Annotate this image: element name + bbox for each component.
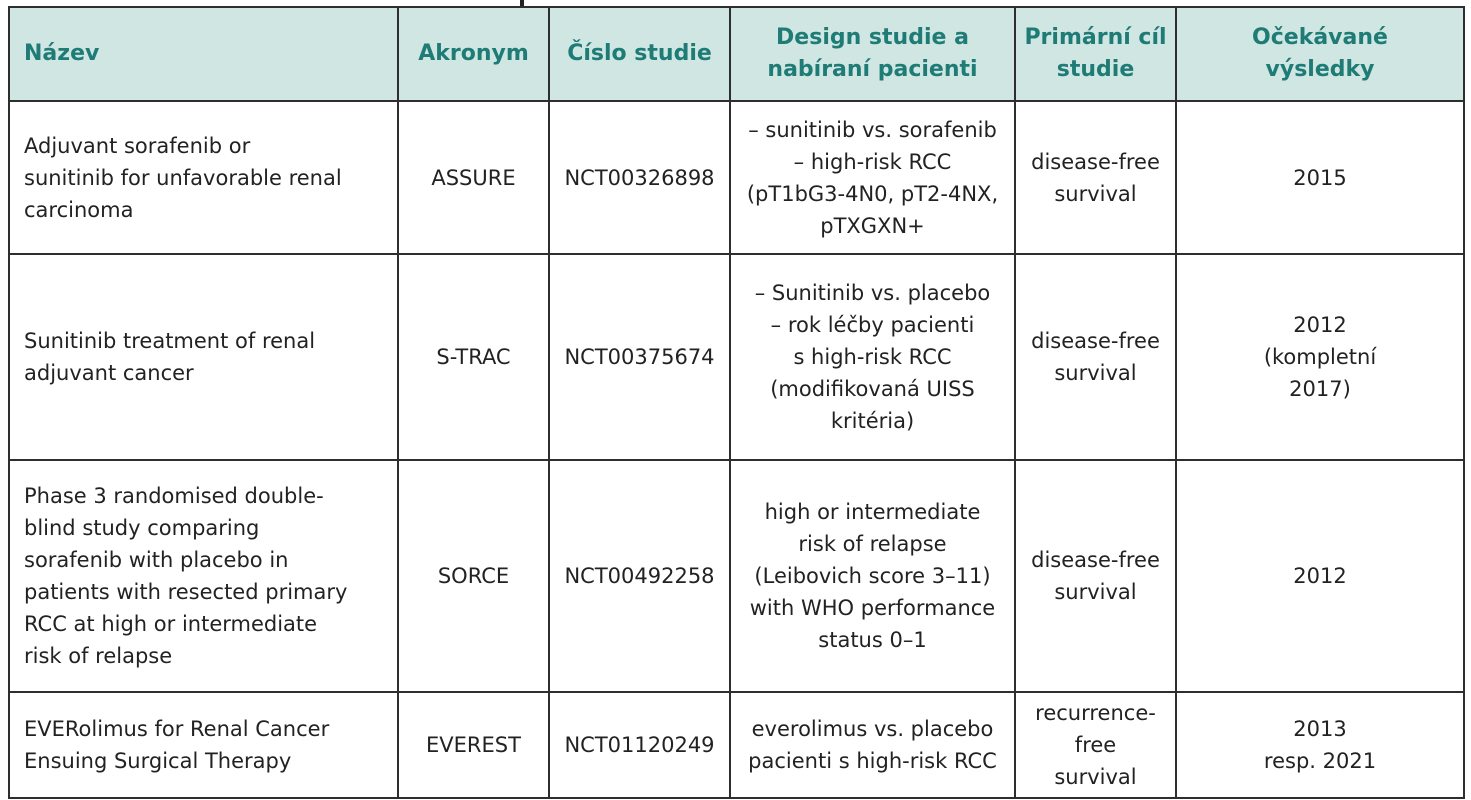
cell-endpoint: disease-free survival <box>1014 253 1177 461</box>
clinical-trials-table: Název Akronym Číslo studie Design studie… <box>8 6 1465 799</box>
cell-design: – sunitinib vs. sorafenib – high-risk RC… <box>729 100 1016 255</box>
cell-name: Sunitinib treatment of renal adjuvant ca… <box>8 253 399 461</box>
header-row: Název Akronym Číslo studie Design studie… <box>8 6 1465 102</box>
cell-design: – Sunitinib vs. placebo – rok léčby paci… <box>729 253 1016 461</box>
cell-results: 2015 <box>1175 100 1465 255</box>
cell-results: 2013 resp. 2021 <box>1175 691 1465 799</box>
header-nazev: Název <box>8 6 399 102</box>
cell-acronym: SORCE <box>397 459 550 693</box>
cell-acronym: S-TRAC <box>397 253 550 461</box>
cell-study-number: NCT01120249 <box>548 691 731 799</box>
cell-name: Phase 3 randomised double- blind study c… <box>8 459 399 693</box>
cell-study-number: NCT00375674 <box>548 253 731 461</box>
cell-results: 2012 (kompletní 2017) <box>1175 253 1465 461</box>
table-row: Sunitinib treatment of renal adjuvant ca… <box>8 253 1465 461</box>
header-design-studie: Design studie a nabíraní pacienti <box>729 6 1016 102</box>
cell-design: high or intermediate risk of relapse (Le… <box>729 459 1016 693</box>
cell-study-number: NCT00492258 <box>548 459 731 693</box>
cell-endpoint: disease-free survival <box>1014 100 1177 255</box>
cell-design: everolimus vs. placebo pacienti s high-r… <box>729 691 1016 799</box>
table-row: EVERolimus for Renal Cancer Ensuing Surg… <box>8 691 1465 799</box>
header-ocekavane-vysledky: Očekávané výsledky <box>1175 6 1465 102</box>
header-akronym: Akronym <box>397 6 550 102</box>
cell-endpoint: recurrence-free survival <box>1014 691 1177 799</box>
cell-name: Adjuvant sorafenib or sunitinib for unfa… <box>8 100 399 255</box>
table-row: Adjuvant sorafenib or sunitinib for unfa… <box>8 100 1465 255</box>
cell-results: 2012 <box>1175 459 1465 693</box>
cell-endpoint: disease-free survival <box>1014 459 1177 693</box>
cell-study-number: NCT00326898 <box>548 100 731 255</box>
header-cislo-studie: Číslo studie <box>548 6 731 102</box>
table-row: Phase 3 randomised double- blind study c… <box>8 459 1465 693</box>
cell-acronym: EVEREST <box>397 691 550 799</box>
cropped-caption-fragment <box>0 0 1471 8</box>
header-primarni-cil: Primární cíl studie <box>1014 6 1177 102</box>
cell-acronym: ASSURE <box>397 100 550 255</box>
cell-name: EVERolimus for Renal Cancer Ensuing Surg… <box>8 691 399 799</box>
